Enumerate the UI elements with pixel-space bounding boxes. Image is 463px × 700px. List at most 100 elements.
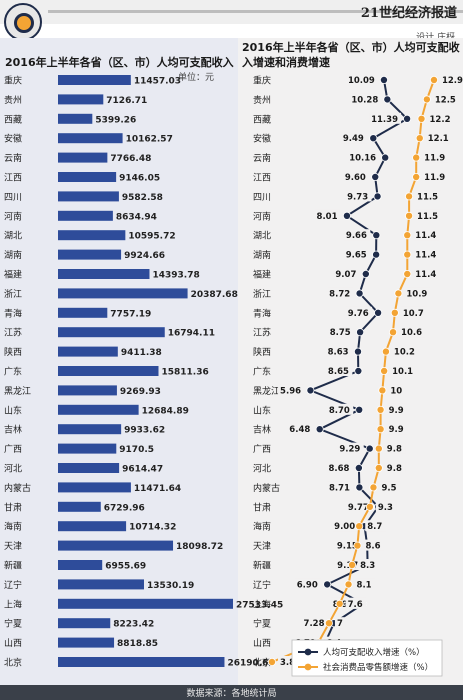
growth-province-label: 北京 (253, 657, 271, 669)
income-bar (58, 366, 159, 376)
consumption-growth-point (429, 76, 438, 85)
growth-province-label: 吉林 (253, 424, 271, 436)
income-bar (58, 385, 117, 396)
consumption-growth-point (335, 599, 344, 608)
consumption-growth-point (403, 231, 412, 240)
consumption-growth-point (348, 561, 357, 570)
legend-marker (304, 648, 312, 656)
income-bar (58, 463, 120, 473)
income-growth-label-bg (345, 306, 373, 318)
income-growth-label-bg (326, 403, 354, 415)
income-province-label: 上海 (4, 598, 22, 610)
consumption-growth-value-label: 10.2 (394, 348, 415, 358)
consumption-growth-point (394, 289, 403, 298)
consumption-growth-value-label: 8.3 (360, 561, 375, 571)
income-province-label: 广东 (4, 366, 22, 378)
consumption-growth-point (376, 405, 385, 414)
income-province-label: 海南 (4, 521, 22, 533)
income-growth-value-label: 8.71 (329, 483, 350, 493)
footer-bar: 数据来源：各地统计局 (0, 685, 463, 700)
consumption-growth-label-bg (386, 403, 408, 415)
income-growth-value-label: 9.49 (343, 134, 364, 144)
growth-chart-title: 2016年上半年各省（区、市）人均可支配收入增速和消费增速 (242, 41, 460, 69)
income-bar (58, 482, 131, 493)
growth-province-label: 河南 (253, 210, 271, 222)
income-chart-panel (0, 38, 238, 685)
growth-province-label: 广东 (253, 366, 271, 378)
growth-province-label: 安徽 (253, 133, 271, 145)
income-province-label: 内蒙古 (4, 482, 31, 494)
consumption-growth-point (422, 95, 431, 104)
income-growth-point (383, 95, 392, 104)
income-province-label: 山东 (4, 404, 22, 416)
income-bar (58, 94, 104, 105)
consumption-growth-label-bg (391, 345, 419, 357)
income-province-label: 北京 (4, 657, 22, 669)
income-province-label: 福建 (4, 269, 22, 281)
consumption-growth-value-label: 8.1 (357, 580, 372, 590)
income-value-label: 5399.26 (95, 115, 136, 125)
income-province-label: 重庆 (4, 75, 22, 87)
income-value-label: 9924.66 (124, 251, 165, 261)
income-growth-value-label: 9.66 (346, 231, 367, 241)
income-unit-label: 单位：元 (178, 73, 215, 83)
consumption-growth-label-bg (413, 248, 440, 260)
masthead (0, 0, 463, 24)
income-growth-label-bg (294, 578, 322, 590)
consumption-growth-label-bg (422, 151, 449, 163)
income-growth-label-bg (287, 423, 314, 435)
income-growth-label-bg (326, 462, 353, 473)
income-growth-point (356, 328, 365, 337)
consumption-growth-label-bg (425, 132, 453, 144)
consumption-growth-label-bg (415, 190, 442, 202)
consumption-growth-label-bg (413, 229, 440, 241)
growth-province-label: 辽宁 (253, 579, 271, 591)
income-province-label: 四川 (4, 193, 22, 203)
consumption-growth-point (369, 483, 378, 492)
growth-province-label: 湖南 (253, 249, 271, 261)
consumption-growth-point (415, 134, 424, 143)
consumption-growth-value-label: 12.2 (430, 115, 451, 125)
income-growth-value-label: 8.65 (328, 367, 349, 377)
income-province-label: 陕西 (4, 346, 22, 358)
masthead-rule (48, 10, 463, 13)
income-growth-value-label: 8.01 (317, 212, 338, 222)
income-growth-value-label: 9.73 (347, 192, 368, 202)
income-value-label: 6955.69 (105, 562, 146, 572)
consumption-growth-value-label: 9.5 (381, 483, 396, 493)
income-growth-point (306, 386, 315, 395)
income-growth-label-bg (301, 617, 328, 629)
income-bar (58, 288, 188, 299)
income-bar (58, 521, 127, 532)
income-growth-value-label: 10.09 (348, 76, 375, 86)
income-value-label: 14393.78 (152, 271, 199, 281)
income-growth-label-bg (326, 481, 354, 493)
income-bar (58, 327, 165, 338)
income-value-label: 9614.47 (122, 465, 163, 475)
income-bar (58, 210, 113, 221)
income-value-label: 20387.68 (191, 290, 238, 300)
income-growth-value-label: 9.29 (339, 445, 360, 455)
growth-province-label: 河北 (253, 463, 271, 475)
consumption-growth-value-label: 10.1 (392, 367, 413, 377)
consumption-growth-value-label: 3.8 (280, 658, 295, 668)
income-growth-point (371, 172, 380, 181)
growth-province-label: 黑龙江 (253, 385, 280, 397)
growth-province-label: 浙江 (253, 288, 271, 300)
income-value-label: 12684.89 (142, 406, 189, 416)
consumption-growth-label-bg (400, 306, 428, 318)
income-bar (58, 637, 115, 648)
consumption-growth-point (378, 386, 387, 395)
income-growth-value-label: 9.60 (345, 173, 366, 183)
income-province-label: 安徽 (4, 133, 22, 145)
consumption-growth-label-bg (404, 287, 431, 299)
income-growth-value-label: 8.75 (330, 328, 351, 338)
income-province-label: 广西 (4, 443, 22, 455)
consumption-growth-label-bg (354, 578, 376, 590)
consumption-growth-label-bg (390, 365, 417, 376)
growth-province-label: 海南 (253, 521, 271, 533)
income-growth-point (354, 463, 363, 472)
growth-province-label: 广西 (253, 443, 271, 455)
consumption-growth-label-bg (386, 423, 408, 435)
